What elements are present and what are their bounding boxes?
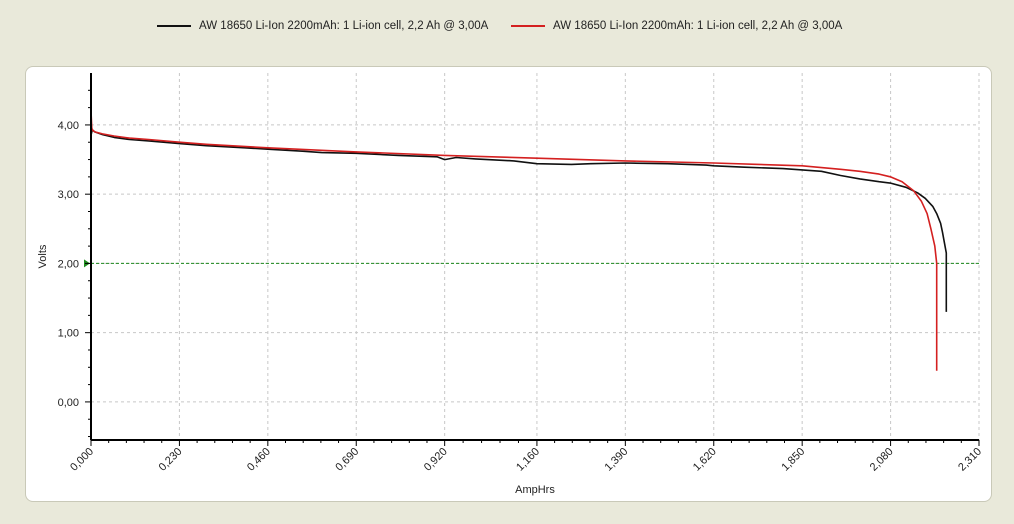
x-tick-label: 1,160 bbox=[514, 446, 542, 474]
x-tick-label: 0,690 bbox=[333, 446, 361, 474]
x-tick-label: 0,460 bbox=[245, 446, 273, 474]
axis-layer: 0,000 0,230 0,460 0,690 0,920 1,160 1,390 1,620… bbox=[58, 73, 984, 474]
legend-item-red-series[interactable]: AW 18650 Li-Ion 2200mAh: 1 Li-ion cell, … bbox=[511, 20, 842, 32]
series-line-red bbox=[90, 111, 938, 371]
y-tick-label: 4,00 bbox=[58, 120, 79, 132]
y-tick-label: 0,00 bbox=[58, 397, 79, 409]
x-tick-label: 0,230 bbox=[157, 446, 185, 474]
legend-swatch-red bbox=[511, 25, 545, 27]
x-tick-label: 2,310 bbox=[956, 446, 984, 474]
x-tick-label: 1,390 bbox=[603, 446, 631, 474]
y-tick-label: 3,00 bbox=[58, 189, 79, 201]
x-tick-label: 0,000 bbox=[68, 446, 96, 474]
y-tick-label: 1,00 bbox=[58, 328, 79, 340]
legend-label: AW 18650 Li-Ion 2200mAh: 1 Li-ion cell, … bbox=[199, 20, 489, 32]
legend-swatch-black bbox=[157, 25, 191, 27]
x-tick-label: 0,920 bbox=[422, 446, 450, 474]
y-axis-title: Volts bbox=[37, 244, 49, 268]
x-tick-label: 2,080 bbox=[868, 446, 896, 474]
grid-layer bbox=[91, 73, 980, 440]
x-tick-label: 1,620 bbox=[691, 446, 719, 474]
x-tick-label: 1,850 bbox=[779, 446, 807, 474]
legend-item-black-series[interactable]: AW 18650 Li-Ion 2200mAh: 1 Li-ion cell, … bbox=[157, 20, 488, 32]
chart-plot: 0,000 0,230 0,460 0,690 0,920 1,160 1,390 1,620… bbox=[37, 73, 984, 496]
x-axis-title: AmpHrs bbox=[515, 484, 555, 496]
y-tick-label: 2,00 bbox=[58, 258, 79, 270]
series-layer bbox=[90, 111, 948, 371]
series-line-black bbox=[90, 128, 948, 312]
reference-line-layer bbox=[84, 259, 979, 268]
chart-panel: 0,000 0,230 0,460 0,690 0,920 1,160 1,390 1,620… bbox=[25, 66, 992, 502]
legend: AW 18650 Li-Ion 2200mAh: 1 Li-ion cell, … bbox=[0, 20, 1014, 44]
legend-label: AW 18650 Li-Ion 2200mAh: 1 Li-ion cell, … bbox=[553, 20, 843, 32]
